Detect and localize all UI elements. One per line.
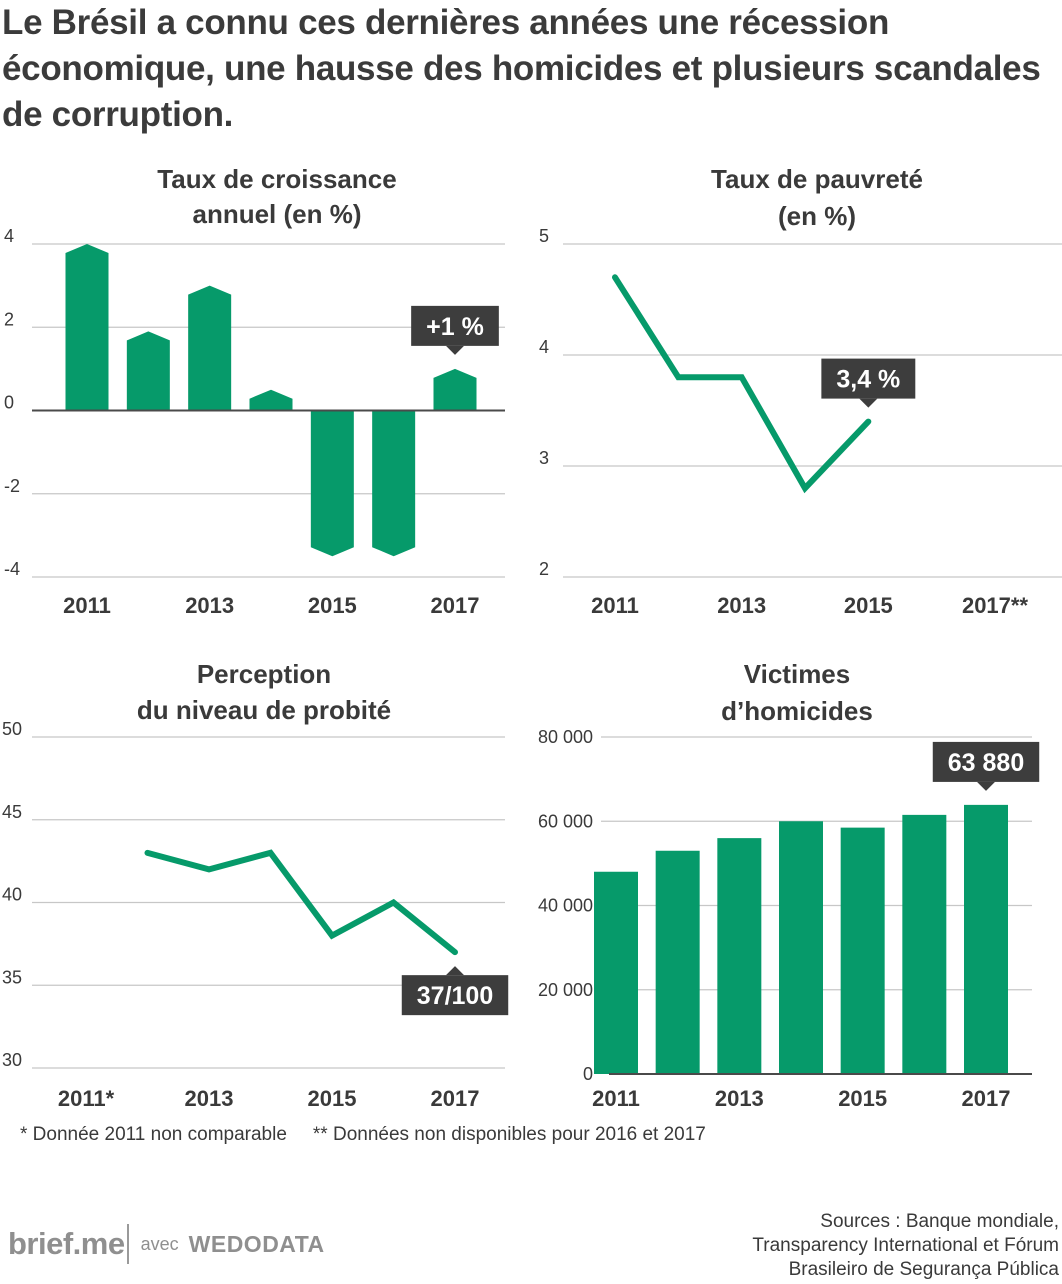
bar	[964, 804, 1008, 1074]
callout-label: +1 %	[426, 313, 484, 341]
x-tick-label: 2015	[838, 1086, 887, 1111]
y-tick-label: 0	[4, 393, 14, 413]
brief-me-logo: brief.me	[8, 1226, 125, 1261]
brand-divider	[126, 1224, 129, 1264]
series-line	[612, 274, 872, 494]
x-tick-label: 2013	[185, 1086, 234, 1111]
x-tick-label: 2011	[592, 1086, 640, 1111]
bar	[126, 331, 170, 411]
y-tick-label: 30	[2, 1050, 22, 1070]
y-tick-label: 80 000	[538, 727, 593, 747]
x-tick-label: 2017**	[962, 593, 1029, 618]
callout-box	[932, 741, 1040, 782]
chart-title-line: (en %)	[778, 201, 856, 231]
x-tick-label: 2013	[715, 1086, 764, 1111]
brand-signature: brief.me avec WEDODATA	[8, 1222, 325, 1266]
sources-line: Brasileiro de Segurança Pública	[788, 1259, 1059, 1280]
callout-box	[401, 975, 509, 1016]
y-tick-label: 0	[583, 1064, 593, 1084]
x-tick-label: 2017	[431, 593, 480, 618]
y-tick-label: 4	[539, 337, 549, 357]
bar	[655, 850, 700, 1074]
y-tick-label: 5	[539, 226, 549, 246]
x-tick-label: 2015	[844, 593, 893, 618]
chart-title-line: du niveau de probité	[137, 695, 391, 725]
x-tick-label: 2017	[962, 1086, 1011, 1111]
y-tick-label: 20 000	[538, 980, 593, 1000]
sources: Sources : Banque mondiale, Transparency …	[752, 1210, 1059, 1282]
y-tick-label: 40	[2, 885, 22, 905]
x-tick-label: 2011	[591, 593, 639, 618]
x-tick-label: 2015	[308, 593, 357, 618]
bar	[372, 410, 416, 557]
chart-title-line: Victimes	[744, 659, 850, 689]
footnote-2011: * Donnée 2011 non comparable	[20, 1124, 287, 1145]
series-line	[144, 849, 458, 956]
y-tick-label: 2	[4, 309, 14, 329]
callout-pointer	[859, 398, 878, 408]
y-tick-label: 50	[2, 719, 22, 739]
callout-box	[411, 305, 499, 346]
chart-title-line: d’homicides	[721, 696, 873, 726]
bar	[779, 821, 823, 1074]
y-tick-label: -4	[4, 559, 20, 579]
bar	[65, 244, 109, 411]
bar	[717, 838, 762, 1074]
footnote-missing-data: ** Données non disponibles pour 2016 et …	[312, 1124, 706, 1145]
y-tick-label: 45	[2, 802, 22, 822]
callout-pointer	[977, 781, 995, 791]
x-tick-label: 2013	[717, 593, 766, 618]
x-tick-label: 2011*	[58, 1086, 115, 1111]
chart-title-line: annuel (en %)	[192, 199, 361, 229]
brand-with-text: avec	[140, 1233, 179, 1254]
chart-title-line: Perception	[197, 659, 331, 689]
sources-line: Sources : Banque mondiale,	[820, 1211, 1059, 1232]
bar	[902, 814, 947, 1074]
y-tick-label: 3	[539, 448, 549, 468]
chart-title-line: Taux de croissance	[157, 164, 396, 194]
y-tick-label: 35	[2, 967, 22, 987]
callout-label: 63 880	[948, 749, 1024, 777]
x-tick-label: 2015	[308, 1086, 357, 1111]
callout-pointer	[446, 345, 464, 355]
probity-perception-chart: Perception du niveau de probité 50 45 40 35 30…	[2, 659, 509, 1111]
bar	[594, 871, 638, 1074]
sources-line: Transparency International et Fórum	[752, 1235, 1059, 1256]
page-title: Le Brésil a connu ces dernières années u…	[2, 3, 1041, 134]
y-tick-label: 2	[539, 559, 549, 579]
callout-label: 3,4 %	[836, 366, 900, 394]
footnotes: * Donnée 2011 non comparable ** Données n…	[20, 1124, 706, 1146]
poverty-rate-chart: Taux de pauvreté (en %) 5 4 3 2 2011 2013 2015 20…	[539, 164, 1062, 618]
callout-box	[821, 358, 916, 399]
callout-label: 37/100	[417, 982, 493, 1010]
growth-rate-chart: Taux de croissance annuel (en %) 4 2 0 -2 -4 20…	[4, 164, 505, 618]
x-tick-label: 2013	[185, 593, 234, 618]
bar	[188, 285, 232, 411]
x-tick-label: 2011	[63, 593, 111, 618]
y-tick-label: 60 000	[538, 811, 593, 831]
chart-title-line: Taux de pauvreté	[711, 164, 923, 194]
bar	[310, 410, 354, 557]
homicide-victims-chart: Victimes d’homicides 80 000 60 000 40 000 20 …	[538, 659, 1040, 1111]
callout-pointer	[446, 966, 464, 976]
y-tick-label: 4	[4, 226, 14, 246]
bar	[840, 827, 885, 1074]
y-tick-label: 40 000	[538, 896, 593, 916]
wedodata-logo: WEDODATA	[188, 1230, 325, 1257]
x-tick-label: 2017	[431, 1086, 480, 1111]
bar	[249, 389, 293, 411]
bar	[433, 368, 477, 411]
y-tick-label: -2	[4, 476, 20, 496]
